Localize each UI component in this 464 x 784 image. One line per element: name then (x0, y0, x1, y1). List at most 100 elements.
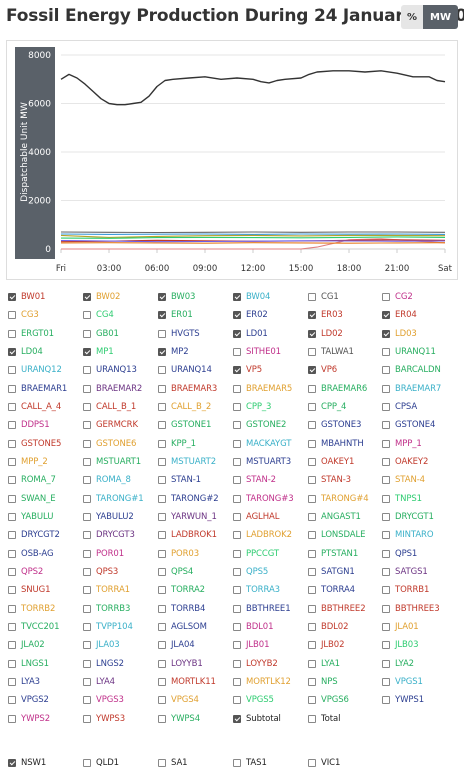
legend-checkbox[interactable] (8, 384, 16, 393)
legend-checkbox[interactable] (8, 677, 16, 686)
legend-item-ladbrok1[interactable]: LADBROK1 (158, 526, 217, 544)
legend-checkbox[interactable] (83, 714, 91, 723)
legend-checkbox[interactable] (382, 347, 390, 356)
legend-checkbox[interactable] (308, 329, 316, 338)
legend-item-bw04[interactable]: BW04 (233, 288, 270, 306)
legend-item-lya3[interactable]: LYA3 (8, 673, 40, 691)
legend-checkbox[interactable] (8, 759, 16, 767)
legend-checkbox[interactable] (83, 531, 91, 540)
legend-checkbox[interactable] (8, 512, 16, 521)
legend-checkbox[interactable] (308, 311, 316, 320)
legend-item-lya1[interactable]: LYA1 (308, 655, 340, 673)
legend-item-bw02[interactable]: BW02 (83, 288, 120, 306)
legend-checkbox[interactable] (83, 696, 91, 705)
legend-checkbox[interactable] (83, 439, 91, 448)
legend-item-vpgs6[interactable]: VPGS6 (308, 691, 349, 709)
legend-item-qps3[interactable]: QPS3 (83, 563, 118, 581)
mw-button[interactable]: MW (423, 5, 458, 29)
legend-checkbox[interactable] (382, 659, 390, 668)
legend-checkbox[interactable] (233, 293, 241, 301)
legend-item-gstone1[interactable]: GSTONE1 (158, 416, 211, 434)
legend-item-tarong-2[interactable]: TARONG#2 (158, 490, 219, 508)
legend-checkbox[interactable] (158, 531, 166, 540)
legend-item-lya2[interactable]: LYA2 (382, 655, 414, 673)
legend-item-torrb2[interactable]: TORRB2 (8, 600, 55, 618)
legend-item-loyyb2[interactable]: LOYYB2 (233, 655, 278, 673)
legend-item-vpgs2[interactable]: VPGS2 (8, 691, 49, 709)
legend-checkbox[interactable] (158, 293, 166, 301)
legend-item-vpgs5[interactable]: VPGS5 (233, 691, 274, 709)
legend-checkbox[interactable] (382, 439, 390, 448)
legend-item-cpp-3[interactable]: CPP_3 (233, 398, 271, 416)
legend-checkbox[interactable] (382, 366, 390, 375)
legend-item-qps4[interactable]: QPS4 (158, 563, 193, 581)
legend-item-por03[interactable]: POR03 (158, 545, 199, 563)
legend-item-total[interactable]: Total (308, 710, 340, 728)
legend-checkbox[interactable] (382, 293, 390, 301)
legend-checkbox[interactable] (382, 311, 390, 320)
legend-checkbox[interactable] (158, 384, 166, 393)
legend-checkbox[interactable] (158, 604, 166, 613)
legend-item-yabulu2[interactable]: YABULU2 (83, 508, 134, 526)
legend-item-tvcc201[interactable]: TVCC201 (8, 618, 60, 636)
legend-checkbox[interactable] (308, 494, 316, 503)
legend-checkbox[interactable] (83, 494, 91, 503)
legend-item-ppccgt[interactable]: PPCCGT (233, 545, 279, 563)
legend-checkbox[interactable] (382, 567, 390, 576)
legend-item-talwa1[interactable]: TALWA1 (308, 343, 354, 361)
legend-checkbox[interactable] (308, 512, 316, 521)
legend-checkbox[interactable] (158, 622, 166, 631)
legend-checkbox[interactable] (233, 402, 241, 411)
legend-item-ladbrok2[interactable]: LADBROK2 (233, 526, 292, 544)
legend-checkbox[interactable] (382, 696, 390, 705)
legend-item-ddps1[interactable]: DDPS1 (8, 416, 50, 434)
legend-item-mpp-1[interactable]: MPP_1 (382, 435, 422, 453)
legend-checkbox[interactable] (382, 622, 390, 631)
legend-item-jla04[interactable]: JLA04 (158, 636, 195, 654)
legend-item-jlb03[interactable]: JLB03 (382, 636, 418, 654)
legend-checkbox[interactable] (233, 439, 241, 448)
legend-item-tarong-4[interactable]: TARONG#4 (308, 490, 369, 508)
legend-checkbox[interactable] (8, 402, 16, 411)
legend-checkbox[interactable] (8, 457, 16, 466)
legend-checkbox[interactable] (382, 549, 390, 558)
legend-item-ergt01[interactable]: ERGT01 (8, 325, 54, 343)
legend-checkbox[interactable] (158, 421, 166, 430)
legend-checkbox[interactable] (8, 531, 16, 540)
legend-checkbox[interactable] (233, 531, 241, 540)
legend-checkbox[interactable] (233, 677, 241, 686)
legend-checkbox[interactable] (158, 329, 166, 338)
legend-item-mackaygt[interactable]: MACKAYGT (233, 435, 291, 453)
legend-item-ld01[interactable]: LD01 (233, 325, 268, 343)
legend-checkbox[interactable] (8, 604, 16, 613)
legend-item-hvgts[interactable]: HVGTS (158, 325, 200, 343)
legend-item-vp6[interactable]: VP6 (308, 361, 337, 379)
legend-item-kpp-1[interactable]: KPP_1 (158, 435, 196, 453)
legend-checkbox[interactable] (158, 311, 166, 320)
legend-checkbox[interactable] (308, 677, 316, 686)
legend-item-cg3[interactable]: CG3 (8, 306, 39, 324)
legend-item-gstone6[interactable]: GSTONE6 (83, 435, 136, 453)
legend-checkbox[interactable] (233, 759, 241, 767)
legend-checkbox[interactable] (83, 622, 91, 631)
legend-item-mstuart3[interactable]: MSTUART3 (233, 453, 291, 471)
legend-item-ywps3[interactable]: YWPS3 (83, 710, 125, 728)
legend-checkbox[interactable] (308, 659, 316, 668)
legend-checkbox[interactable] (233, 622, 241, 631)
legend-checkbox[interactable] (308, 567, 316, 576)
legend-checkbox[interactable] (83, 347, 91, 356)
legend-checkbox[interactable] (8, 347, 16, 356)
legend-checkbox[interactable] (308, 347, 316, 356)
legend-checkbox[interactable] (308, 604, 316, 613)
legend-item-torrb3[interactable]: TORRB3 (83, 600, 130, 618)
legend-item-tnps1[interactable]: TNPS1 (382, 490, 422, 508)
legend-checkbox[interactable] (158, 586, 166, 595)
legend-checkbox[interactable] (308, 714, 316, 723)
legend-checkbox[interactable] (233, 366, 241, 375)
legend-checkbox[interactable] (382, 512, 390, 521)
legend-item-braemar2[interactable]: BRAEMAR2 (83, 380, 142, 398)
legend-item-ptstan1[interactable]: PTSTAN1 (308, 545, 358, 563)
legend-checkbox[interactable] (233, 586, 241, 595)
legend-item-uranq14[interactable]: URANQ14 (158, 361, 212, 379)
legend-checkbox[interactable] (8, 714, 16, 723)
